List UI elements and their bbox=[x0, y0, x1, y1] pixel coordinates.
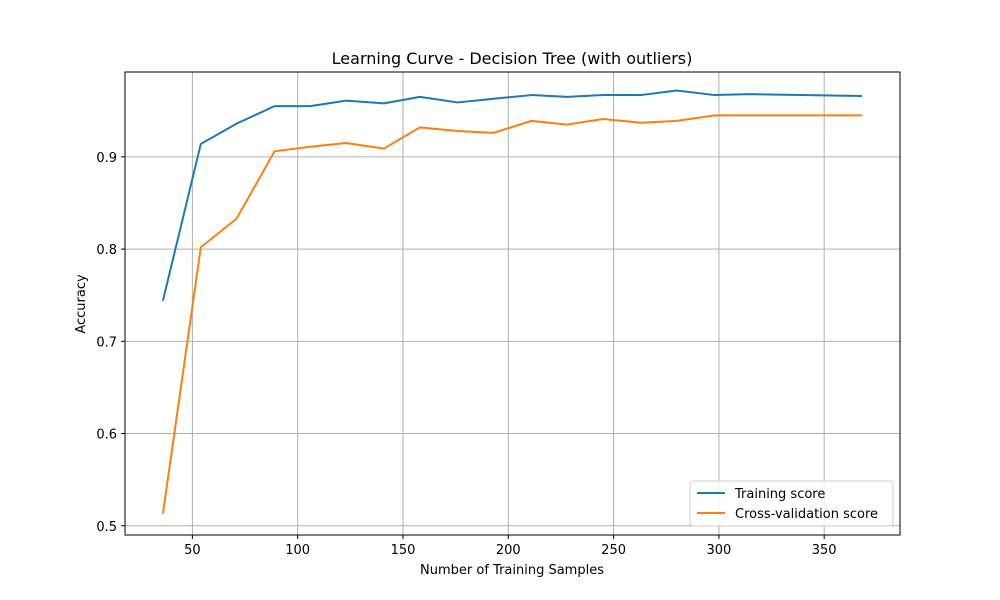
legend-box bbox=[689, 480, 894, 527]
y-axis-title: Accuracy bbox=[74, 274, 89, 334]
x-tick-label: 100 bbox=[285, 543, 310, 558]
y-tick-label: 0.8 bbox=[96, 243, 117, 258]
plot-frame bbox=[124, 71, 901, 536]
x-axis-title: Number of Training Samples bbox=[420, 563, 604, 578]
axis-ticks: 50 100 150 200 250 300 350 0.5 0.6 0.7 0.8 0.9 bbox=[96, 151, 836, 558]
x-tick-label: 50 bbox=[184, 543, 201, 558]
y-tick-label: 0.9 bbox=[96, 151, 117, 166]
x-tick-label: 350 bbox=[812, 543, 837, 558]
y-tick-label: 0.5 bbox=[96, 520, 117, 535]
training-score-line bbox=[161, 89, 863, 301]
legend-label-cv: Cross-validation score bbox=[735, 507, 878, 522]
y-tick-label: 0.6 bbox=[96, 428, 117, 443]
x-tick-label: 150 bbox=[391, 543, 416, 558]
chart-title: Learning Curve - Decision Tree (with out… bbox=[332, 49, 693, 68]
x-tick-label: 250 bbox=[601, 543, 626, 558]
cross-validation-score-line bbox=[161, 114, 863, 514]
y-tick-label: 0.7 bbox=[96, 335, 117, 350]
legend-label-training: Training score bbox=[734, 487, 825, 502]
grid-lines bbox=[125, 72, 900, 535]
x-tick-label: 300 bbox=[706, 543, 731, 558]
legend: Training score Cross-validation score bbox=[689, 480, 894, 527]
x-tick-label: 200 bbox=[496, 543, 521, 558]
series-lines bbox=[161, 89, 863, 514]
